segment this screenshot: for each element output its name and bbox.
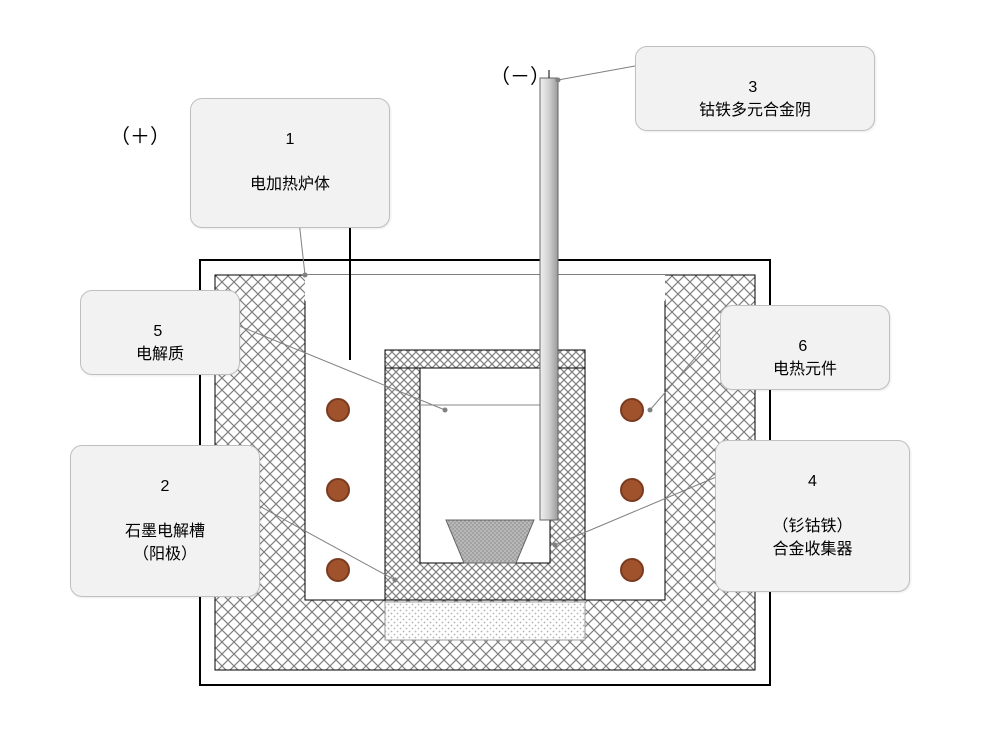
callout-num: 6 xyxy=(798,338,807,355)
callout-5-electrolyte: 5 电解质 xyxy=(80,290,240,375)
diagram-canvas: （＋） （－） 1 电加热炉体 2 石墨电解槽 （阳极） 3 钴铁多元合金阴 4… xyxy=(0,0,1000,743)
callout-label: 钴铁多元合金阴 xyxy=(699,102,811,119)
callout-num: 1 xyxy=(205,129,375,151)
callout-2-graphite-cell: 2 石墨电解槽 （阳极） xyxy=(70,445,260,597)
terminal-minus: （－） xyxy=(490,60,550,89)
callout-6-heater: 6 电热元件 xyxy=(720,305,890,390)
callout-num: 4 xyxy=(730,471,895,493)
callout-1-furnace-body: 1 电加热炉体 xyxy=(190,98,390,228)
callout-num: 5 xyxy=(153,323,162,340)
callout-label: 电热元件 xyxy=(773,361,837,378)
terminal-plus: （＋） xyxy=(110,120,170,149)
callout-label: 电解质 xyxy=(136,346,184,363)
callout-num: 3 xyxy=(748,79,757,96)
callout-num: 2 xyxy=(85,476,245,498)
callout-label: 电加热炉体 xyxy=(205,174,375,196)
callout-label: 石墨电解槽 （阳极） xyxy=(85,521,245,566)
callout-4-collector: 4 （钐钴铁） 合金收集器 xyxy=(715,440,910,592)
callout-3-cathode: 3 钴铁多元合金阴 xyxy=(635,46,875,131)
callout-label: （钐钴铁） 合金收集器 xyxy=(730,516,895,561)
